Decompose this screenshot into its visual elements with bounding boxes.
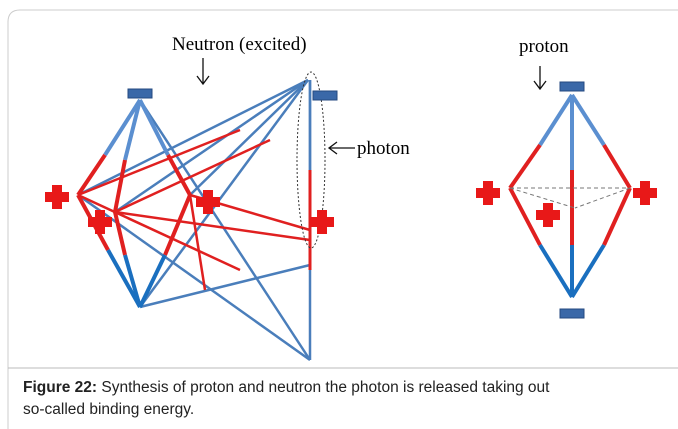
arrows bbox=[196, 58, 547, 155]
proton-diamond bbox=[508, 93, 632, 299]
photon-label: photon bbox=[357, 138, 410, 159]
proton-dashed bbox=[509, 187, 631, 209]
caption-text-2: so-called binding energy. bbox=[23, 401, 195, 418]
neutron-label: Neutron (excited) bbox=[172, 34, 307, 55]
caption-text: Synthesis of proton and neutron the phot… bbox=[101, 379, 550, 396]
caption: Figure 22: Synthesis of proton and neutr… bbox=[23, 377, 663, 421]
plus-signs bbox=[45, 181, 657, 234]
neutron-red-bonds bbox=[77, 128, 312, 291]
minus-signs bbox=[127, 81, 585, 319]
neutron-bonds bbox=[77, 78, 312, 362]
photon-ellipse bbox=[296, 71, 326, 249]
frame bbox=[7, 9, 678, 429]
proton-label: proton bbox=[519, 36, 569, 57]
caption-label: Figure 22: bbox=[23, 379, 98, 396]
